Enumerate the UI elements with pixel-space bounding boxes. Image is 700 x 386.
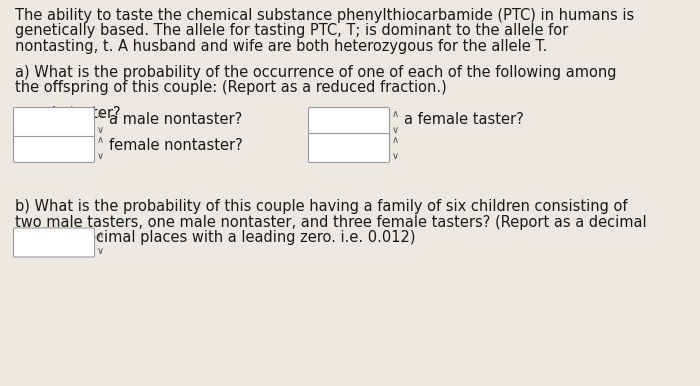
- Text: a) What is the probability of the occurrence of one of each of the following amo: a) What is the probability of the occurr…: [15, 64, 617, 80]
- Text: ∨: ∨: [97, 245, 104, 256]
- Text: genetically based. The allele for tasting PTC, T; is dominant to the allele for: genetically based. The allele for tastin…: [15, 24, 568, 39]
- Text: the offspring of this couple: (Report as a reduced fraction.): the offspring of this couple: (Report as…: [15, 80, 447, 95]
- Text: two male tasters, one male nontaster, and three female tasters? (Report as a dec: two male tasters, one male nontaster, an…: [15, 215, 647, 230]
- FancyBboxPatch shape: [13, 228, 94, 257]
- Text: ∧: ∧: [97, 230, 104, 239]
- Text: a male taster?: a male taster?: [15, 105, 120, 120]
- Text: a male nontaster?: a male nontaster?: [109, 112, 242, 127]
- Text: nontasting, t. A husband and wife are both heterozygous for the allele T.: nontasting, t. A husband and wife are bo…: [15, 39, 547, 54]
- Text: ∨: ∨: [97, 151, 104, 161]
- FancyBboxPatch shape: [309, 107, 389, 137]
- FancyBboxPatch shape: [309, 134, 389, 163]
- Text: ∨: ∨: [391, 151, 398, 161]
- FancyBboxPatch shape: [13, 107, 94, 137]
- Text: female nontaster?: female nontaster?: [109, 139, 243, 154]
- Text: a female taster?: a female taster?: [404, 112, 524, 127]
- Text: ∧: ∧: [391, 109, 398, 119]
- Text: ∨: ∨: [391, 125, 398, 135]
- Text: ∧: ∧: [97, 135, 104, 145]
- Text: ∨: ∨: [97, 125, 104, 135]
- FancyBboxPatch shape: [13, 134, 94, 163]
- Text: b) What is the probability of this couple having a family of six children consis: b) What is the probability of this coupl…: [15, 199, 627, 214]
- Text: ∧: ∧: [391, 135, 398, 145]
- Text: to three decimal places with a leading zero. i.e. 0.012): to three decimal places with a leading z…: [15, 230, 416, 245]
- Text: The ability to taste the chemical substance phenylthiocarbamide (PTC) in humans : The ability to taste the chemical substa…: [15, 8, 634, 23]
- Text: ∧: ∧: [97, 109, 104, 119]
